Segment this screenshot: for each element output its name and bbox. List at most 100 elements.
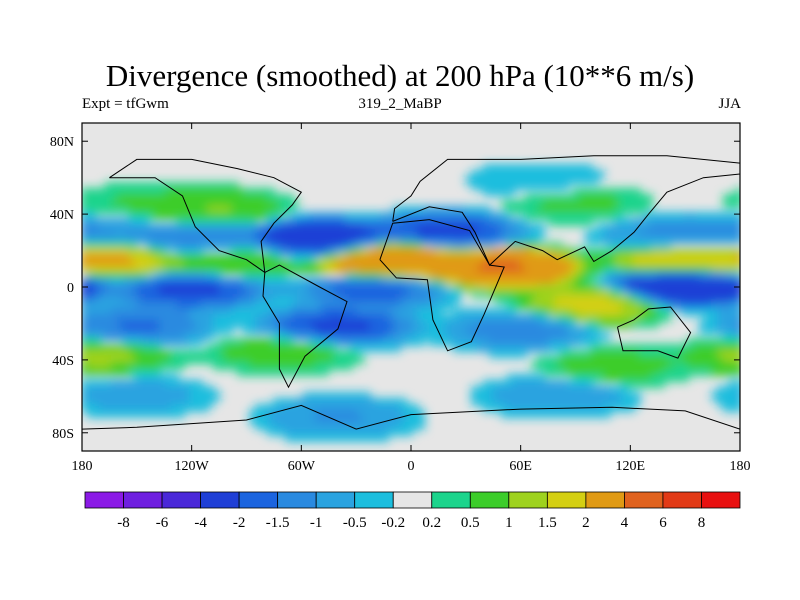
field-cell (519, 176, 527, 184)
field-cell (111, 230, 119, 238)
field-cell (351, 326, 359, 334)
field-cell (207, 272, 215, 280)
field-cell (141, 380, 149, 388)
field-cell (567, 260, 575, 268)
field-cell (729, 302, 737, 310)
field-cell (693, 290, 701, 298)
field-cell (633, 278, 641, 286)
field-cell (105, 368, 113, 376)
field-cell (219, 254, 227, 262)
field-cell (489, 182, 497, 190)
field-cell (669, 248, 677, 256)
field-cell (723, 320, 731, 328)
field-cell (609, 350, 617, 358)
field-cell (105, 290, 113, 298)
field-cell (201, 230, 209, 238)
field-cell (561, 248, 569, 256)
field-cell (471, 260, 479, 268)
field-cell (309, 434, 317, 442)
field-cell (321, 230, 329, 238)
field-cell (537, 386, 545, 394)
field-cell (213, 350, 221, 358)
field-cell (657, 350, 665, 358)
field-cell (201, 398, 209, 406)
field-cell (663, 296, 671, 304)
field-cell (135, 284, 143, 292)
field-cell (135, 182, 143, 190)
field-cell (453, 278, 461, 286)
field-cell (129, 332, 137, 340)
field-cell (513, 404, 521, 412)
field-cell (135, 380, 143, 388)
field-cell (555, 200, 563, 208)
field-cell (525, 326, 533, 334)
field-cell (603, 386, 611, 394)
field-cell (327, 218, 335, 226)
field-cell (645, 350, 653, 358)
field-cell (87, 326, 95, 334)
field-cell (597, 200, 605, 208)
field-cell (729, 254, 737, 262)
field-cell (399, 404, 407, 412)
field-cell (279, 338, 287, 346)
field-cell (165, 314, 173, 322)
field-cell (87, 206, 95, 214)
field-cell (393, 248, 401, 256)
field-cell (411, 224, 419, 232)
field-cell (495, 296, 503, 304)
field-cell (531, 194, 539, 202)
colorbar-label: 8 (698, 515, 706, 531)
field-cell (291, 416, 299, 424)
field-cell (255, 296, 263, 304)
field-cell (639, 356, 647, 364)
field-cell (531, 176, 539, 184)
field-cell (717, 326, 725, 334)
field-cell (147, 206, 155, 214)
field-cell (153, 350, 161, 358)
field-cell (369, 326, 377, 334)
field-cell (243, 212, 251, 220)
field-cell (435, 296, 443, 304)
field-cell (213, 290, 221, 298)
field-cell (123, 404, 131, 412)
field-cell (267, 260, 275, 268)
field-cell (441, 236, 449, 244)
field-cell (147, 188, 155, 196)
field-cell (321, 236, 329, 244)
field-cell (555, 362, 563, 370)
field-cell (393, 398, 401, 406)
field-cell (111, 386, 119, 394)
field-cell (375, 266, 383, 274)
field-cell (495, 212, 503, 220)
field-cell (591, 356, 599, 364)
field-cell (561, 314, 569, 322)
field-cell (477, 392, 485, 400)
field-cell (705, 266, 713, 274)
field-cell (603, 272, 611, 280)
field-cell (267, 314, 275, 322)
field-cell (117, 332, 125, 340)
field-cell (369, 416, 377, 424)
field-cell (567, 314, 575, 322)
field-cell (225, 296, 233, 304)
field-cell (171, 338, 179, 346)
field-cell (549, 248, 557, 256)
field-cell (129, 320, 137, 328)
field-cell (363, 278, 371, 286)
field-cell (159, 314, 167, 322)
colorbar-box (469, 491, 510, 509)
field-cell (387, 398, 395, 406)
field-cell (297, 314, 305, 322)
field-cell (111, 236, 119, 244)
field-cell (213, 224, 221, 232)
colorbar-label: 1 (505, 515, 513, 531)
field-cell (99, 320, 107, 328)
field-cell (393, 296, 401, 304)
field-cell (165, 302, 173, 310)
field-cell (123, 326, 131, 334)
field-cell (477, 308, 485, 316)
field-cell (141, 278, 149, 286)
field-cell (453, 266, 461, 274)
field-cell (291, 332, 299, 340)
